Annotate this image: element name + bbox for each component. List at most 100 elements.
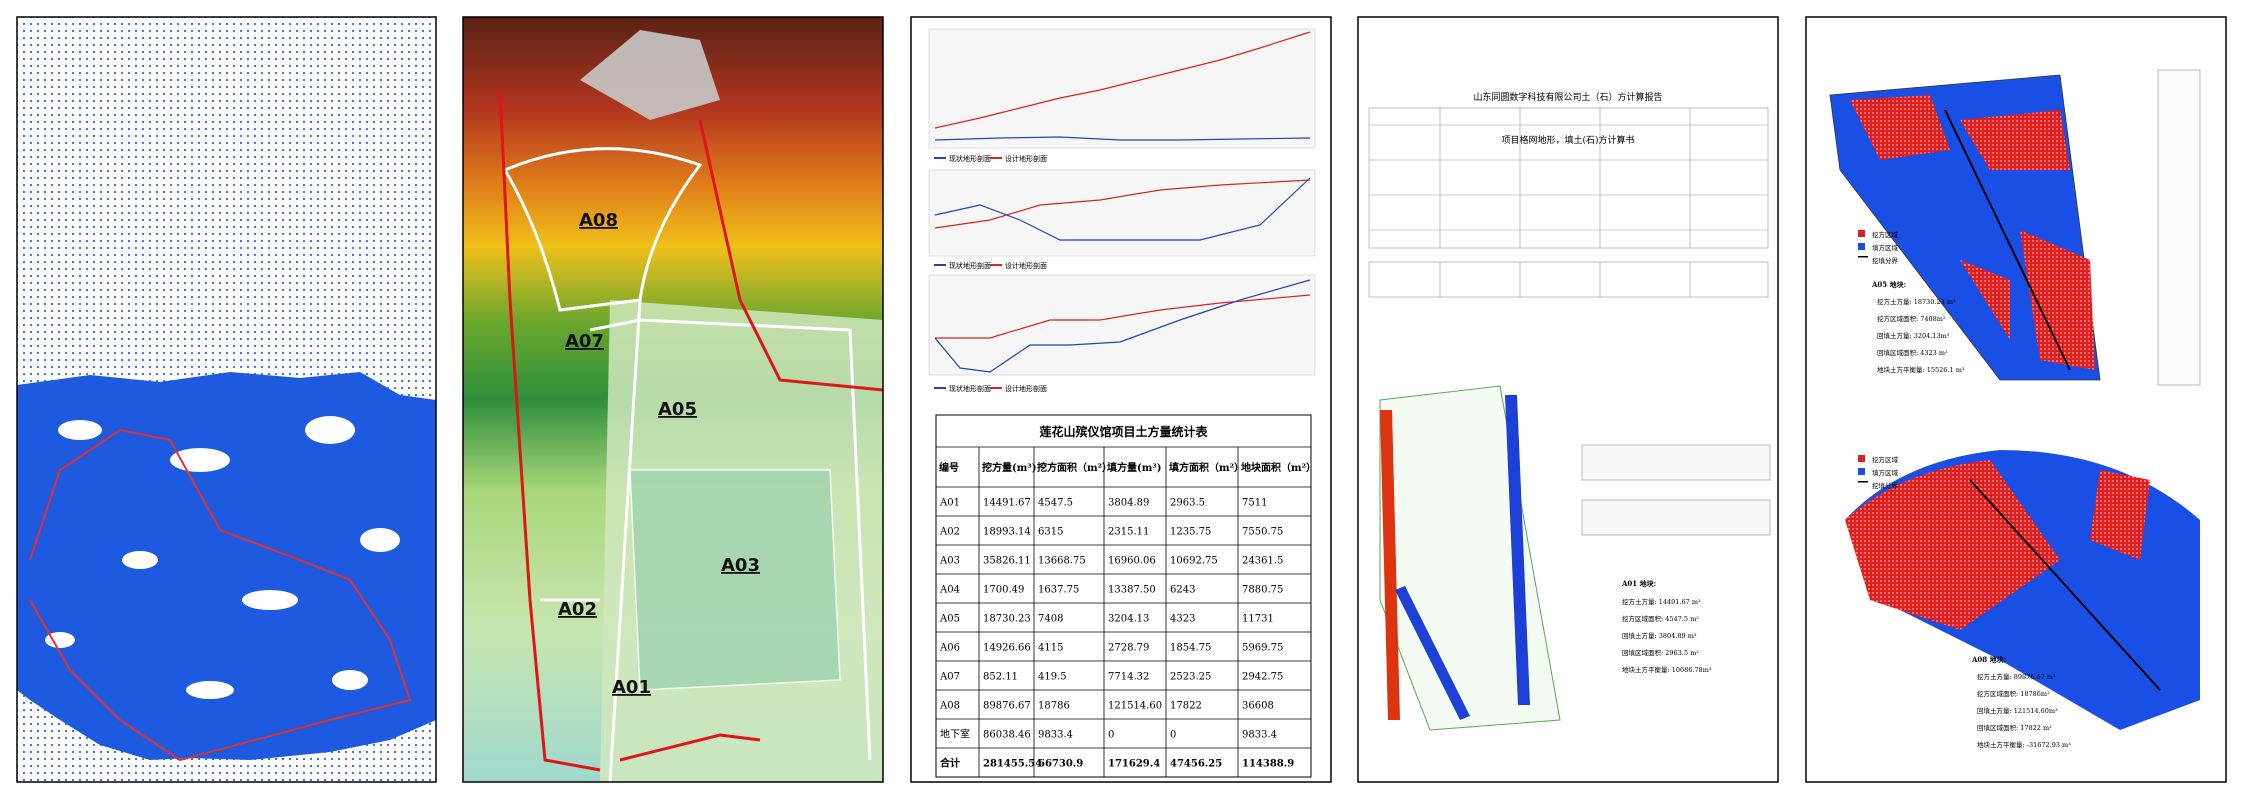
report-grid xyxy=(1368,107,1769,298)
building-pad xyxy=(629,469,841,691)
profile-lines xyxy=(934,31,1311,373)
table-header: 挖方面积（m²） xyxy=(1037,461,1112,474)
legend-label: 挖填分界 xyxy=(1872,481,1899,490)
panel-border xyxy=(462,16,884,783)
table-cell: A07 xyxy=(939,672,960,683)
block-title: A05 地块: xyxy=(1871,280,1906,289)
table-cell: 89876.67 xyxy=(983,701,1031,712)
legend-swatch xyxy=(1858,230,1865,237)
legend-label: 设计地形剖面 xyxy=(1005,261,1047,270)
legend-swatch xyxy=(1858,243,1865,250)
a05-cut xyxy=(1850,95,2095,370)
table-header: 填方面积（m²） xyxy=(1169,461,1244,474)
block-line: 挖方区域面积: 7408m² xyxy=(1877,314,1946,323)
table-cell: 4547.5 xyxy=(1038,498,1073,509)
table-cell: 6315 xyxy=(1038,527,1063,538)
table-cell: 14926.66 xyxy=(983,643,1031,654)
block-title: A01 地块: xyxy=(1621,579,1656,588)
dense-points xyxy=(17,372,436,760)
table-cell: 852.11 xyxy=(983,672,1018,683)
block-label: A03 xyxy=(721,555,760,576)
block-line: 挖方区域面积: 18786m² xyxy=(1977,689,2050,698)
table-cell: 10692.75 xyxy=(1170,556,1218,567)
table-cell: 1700.49 xyxy=(983,585,1024,596)
table-cell: 24361.5 xyxy=(1242,556,1283,567)
table-cell: 17822 xyxy=(1170,701,1202,712)
table-cell: 4323 xyxy=(1170,614,1195,625)
table-cell: 3804.89 xyxy=(1108,498,1149,509)
legend-label: 填方区域 xyxy=(1872,243,1899,252)
table-cell: 2315.11 xyxy=(1108,527,1149,538)
table-cell: 7550.75 xyxy=(1242,527,1283,538)
table-cell: A05 xyxy=(939,614,960,625)
table-cell: 18786 xyxy=(1038,701,1070,712)
table-cell: 1235.75 xyxy=(1170,527,1211,538)
table-cell: 0 xyxy=(1108,730,1114,741)
point-cloud-panel xyxy=(16,16,437,783)
table-cell: 1854.75 xyxy=(1170,643,1211,654)
block-line: 挖方土方量: 89876.67 m³ xyxy=(1977,672,2056,681)
panel-border xyxy=(16,16,437,783)
table-cell: 地下室 xyxy=(940,728,970,741)
table-cell: 2523.25 xyxy=(1170,672,1211,683)
block-labels: A08 A07 A05 A03 A02 A01 xyxy=(558,210,760,698)
table-cell: 2942.75 xyxy=(1242,672,1283,683)
legend-swatch xyxy=(1858,256,1868,258)
table-cell: 13668.75 xyxy=(1038,556,1086,567)
table-cell: 281455.54 xyxy=(983,759,1042,770)
legend-label: 设计地形剖面 xyxy=(1005,154,1047,163)
block-line: 地块土方平衡量: -31672.93 m³ xyxy=(1977,740,2071,749)
block-line: 地块土方平衡量: 15526.1 m³ xyxy=(1877,365,1965,374)
table-header: 填方量(m³) xyxy=(1107,461,1161,474)
boundary-line xyxy=(29,428,412,762)
terrain-panel: A08 A07 A05 A03 A02 A01 xyxy=(462,16,884,783)
table-cell: 9833.4 xyxy=(1038,730,1073,741)
legend-swatch xyxy=(1858,468,1865,475)
legend-label: 挖方区域 xyxy=(1872,230,1899,239)
table-cell: 1637.75 xyxy=(1038,585,1079,596)
block-outlines xyxy=(502,147,872,783)
table-cell: 114388.9 xyxy=(1242,759,1294,770)
table-cell: 66730.9 xyxy=(1038,759,1083,770)
table-header: 地块面积（m²） xyxy=(1241,461,1316,474)
legend-label: 挖方区域 xyxy=(1872,455,1899,464)
hill-top xyxy=(580,30,720,120)
legend-label: 现状地形剖面 xyxy=(949,384,991,393)
table-cell: 121514.60 xyxy=(1108,701,1162,712)
legend-label: 填方区域 xyxy=(1872,468,1899,477)
legend-label: 设计地形剖面 xyxy=(1005,384,1047,393)
table-cell: A02 xyxy=(939,527,960,538)
table-cell: 18730.23 xyxy=(983,614,1031,625)
table-cell: 5969.75 xyxy=(1242,643,1283,654)
table-cell: 2728.79 xyxy=(1108,643,1149,654)
table-cell: 47456.25 xyxy=(1170,759,1222,770)
block-line: 回填区域面积: 4323 m² xyxy=(1877,348,1948,357)
block-line: 回填区域面积: 2963.5 m² xyxy=(1622,648,1699,657)
table-cell: 36608 xyxy=(1242,701,1274,712)
block-line: 回填区域面积: 17822 m² xyxy=(1977,723,2052,732)
legend-swatch xyxy=(1858,481,1868,483)
table-cell: A03 xyxy=(939,556,960,567)
table-cell: 6243 xyxy=(1170,585,1195,596)
cut-strip xyxy=(1380,410,1400,720)
table-cell: 4115 xyxy=(1038,643,1063,654)
table-cell: A04 xyxy=(939,585,960,596)
red-boundary xyxy=(498,89,884,772)
fill-strip xyxy=(1505,395,1530,705)
table-cell: 合计 xyxy=(939,757,960,770)
table-cell: 7511 xyxy=(1242,498,1267,509)
table-cell: 16960.06 xyxy=(1108,556,1156,567)
table-cell: 7408 xyxy=(1038,614,1063,625)
table-cell: 7880.75 xyxy=(1242,585,1283,596)
block-line: 回填土方量: 3204.13m³ xyxy=(1877,331,1950,340)
table-cell: 2963.5 xyxy=(1170,498,1205,509)
table-cell: 9833.4 xyxy=(1242,730,1277,741)
